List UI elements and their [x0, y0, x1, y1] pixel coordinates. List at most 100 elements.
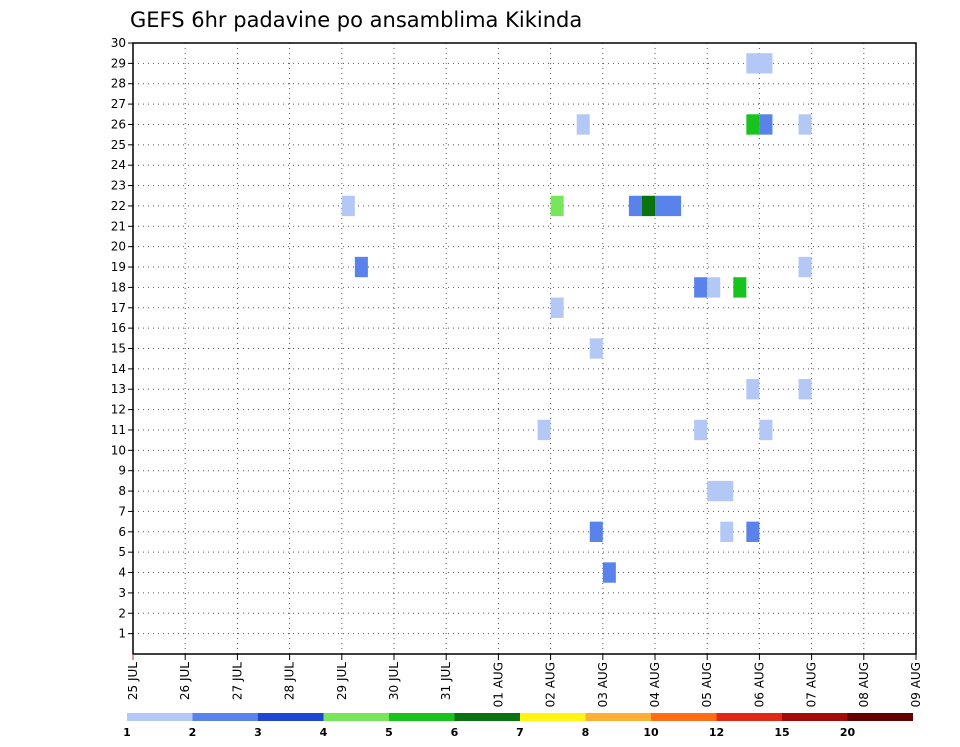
chart-title: GEFS 6hr padavine po ansamblima Kikinda	[130, 8, 582, 32]
y-tick-label: 10	[111, 443, 126, 457]
x-tick-label: 26 JUL	[178, 662, 192, 700]
colorbar-label: 10	[643, 726, 659, 739]
colorbar-segment	[127, 713, 193, 721]
x-tick-label: 31 JUL	[439, 662, 453, 700]
y-axis: 1234567891011121314151617181920212223242…	[111, 36, 133, 641]
x-tick-label: 27 JUL	[230, 662, 244, 700]
colorbar-segment	[847, 713, 913, 721]
y-tick-label: 20	[111, 240, 126, 254]
x-tick-label: 03 AUG	[596, 662, 610, 707]
precip-cell	[759, 419, 773, 441]
precip-cell	[354, 256, 368, 278]
precip-cell	[759, 114, 773, 135]
colorbar-segment	[651, 713, 717, 721]
x-tick-label: 05 AUG	[700, 662, 714, 707]
y-tick-label: 2	[118, 606, 126, 620]
precip-cell	[798, 379, 812, 400]
y-tick-label: 4	[118, 566, 126, 580]
y-tick-label: 26	[111, 117, 126, 131]
x-tick-label: 06 AUG	[752, 662, 766, 707]
y-tick-label: 13	[111, 382, 126, 396]
y-tick-label: 29	[111, 56, 126, 70]
y-tick-label: 14	[111, 362, 126, 376]
colorbar-label: 4	[320, 726, 328, 739]
precip-cell	[641, 195, 655, 217]
colorbar-segment	[782, 713, 848, 721]
y-tick-label: 27	[111, 97, 126, 111]
y-tick-label: 3	[118, 586, 126, 600]
y-tick-label: 11	[111, 423, 126, 437]
y-tick-label: 30	[111, 36, 126, 50]
y-tick-label: 5	[118, 545, 126, 559]
precip-cell	[537, 419, 551, 441]
colorbar-segment	[520, 713, 586, 721]
precip-cell	[550, 297, 564, 318]
colorbar-label: 6	[451, 726, 459, 739]
colorbar-label: 3	[254, 726, 262, 739]
colorbar-segment	[716, 713, 782, 721]
y-tick-label: 7	[118, 504, 126, 518]
precip-cell	[589, 521, 603, 542]
y-tick-label: 9	[118, 464, 126, 478]
colorbar-segment	[454, 713, 520, 721]
x-tick-label: 08 AUG	[857, 662, 871, 707]
precip-cell	[694, 277, 708, 298]
x-axis: 25 JUL 26 JUL 27 JUL 28 JUL 29 JUL 30 JUL 31 J…	[126, 654, 923, 707]
colorbar-label: 20	[840, 726, 856, 739]
y-tick-label: 21	[111, 219, 126, 233]
precip-cell	[576, 114, 590, 135]
precip-cell	[798, 256, 812, 278]
precip-cell	[550, 195, 564, 217]
precip-cell	[628, 195, 642, 217]
colorbar-label: 1	[123, 726, 131, 739]
x-tick-label: 25 JUL	[126, 662, 140, 700]
precip-cell	[720, 521, 734, 542]
colorbar-label: 2	[189, 726, 197, 739]
y-tick-label: 23	[111, 179, 126, 193]
x-tick-label: 01 AUG	[491, 662, 505, 707]
colorbar-legend: 1 2 3 4 5 6 7 8 10 12 15 20	[123, 713, 913, 739]
x-tick-label: 07 AUG	[805, 662, 819, 707]
precip-cell	[746, 521, 760, 542]
precip-cell	[733, 277, 747, 298]
x-tick-label: 09 AUG	[909, 662, 923, 707]
colorbar-segment	[258, 713, 324, 721]
y-tick-label: 24	[111, 158, 126, 172]
colorbar-segment	[323, 713, 389, 721]
y-tick-label: 17	[111, 301, 126, 315]
colorbar-segment	[192, 713, 258, 721]
y-tick-label: 28	[111, 77, 126, 91]
precip-cell	[746, 114, 760, 135]
colorbar-label: 8	[582, 726, 590, 739]
y-tick-label: 15	[111, 342, 126, 356]
x-tick-label: 28 JUL	[283, 662, 297, 700]
precip-cell	[589, 338, 603, 359]
y-tick-label: 8	[118, 484, 126, 498]
colorbar-segment	[585, 713, 651, 721]
precip-cell	[798, 114, 812, 135]
y-tick-label: 18	[111, 280, 126, 294]
y-tick-label: 1	[118, 627, 126, 641]
x-tick-label: 04 AUG	[648, 662, 662, 707]
x-tick-label: 02 AUG	[544, 662, 558, 707]
precip-cell	[746, 379, 760, 400]
precip-cell	[655, 195, 682, 217]
precip-cells	[341, 53, 812, 583]
colorbar-segment	[389, 713, 455, 721]
y-tick-label: 16	[111, 321, 126, 335]
precip-cell	[694, 419, 708, 441]
y-tick-label: 25	[111, 138, 126, 152]
y-tick-label: 12	[111, 403, 126, 417]
precip-cell	[602, 562, 616, 583]
y-tick-label: 19	[111, 260, 126, 274]
precip-cell	[707, 480, 734, 502]
colorbar-label: 5	[385, 726, 393, 739]
x-tick-label: 29 JUL	[335, 662, 349, 700]
y-tick-label: 22	[111, 199, 126, 213]
colorbar-label: 12	[709, 726, 724, 739]
colorbar-label: 15	[774, 726, 789, 739]
precip-cell	[341, 195, 355, 217]
y-tick-label: 6	[118, 525, 126, 539]
